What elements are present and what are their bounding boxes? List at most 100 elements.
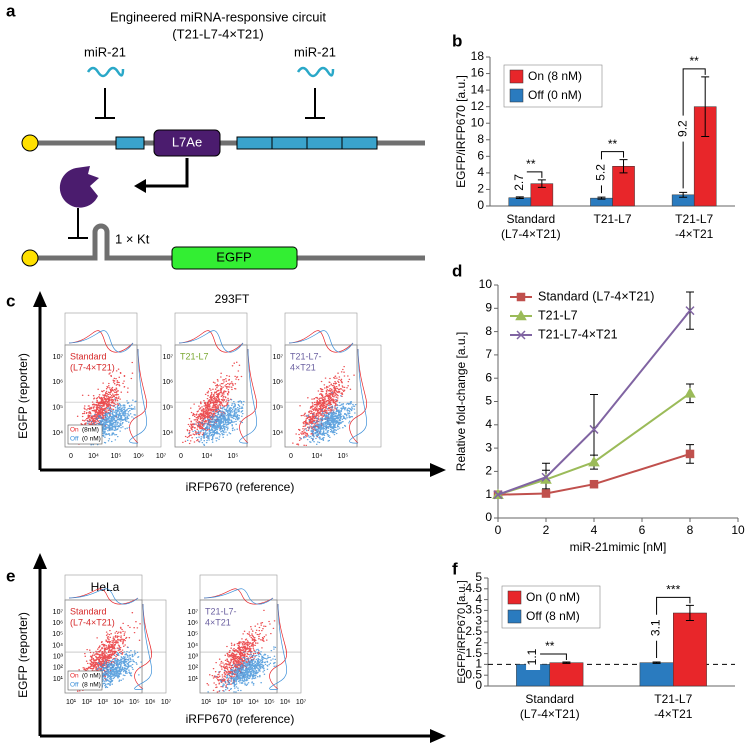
x-tick-label: 10⁷ [296,699,307,706]
x-tick-label: -4×T21 [654,707,693,721]
x-axis-label: iRFP670 (reference) [186,712,295,726]
fold-label: 5.2 [594,164,608,181]
arrowhead [430,463,446,477]
fold-label: 2.7 [512,174,526,191]
legend-label: On [70,673,79,680]
y-tick-label: 10 [479,277,493,291]
x-tick-label: 4 [591,523,598,537]
reporter-label: EGFP [216,249,251,264]
panel-label: f [452,559,458,578]
series-line [497,452,691,496]
x-tick-label: 10⁴ [248,699,259,706]
x-tick-label: 10⁴ [88,453,99,460]
y-tick-label: 2.5 [465,624,482,638]
y-tick-label: 10² [188,665,199,672]
y-tick-label: 10³ [53,654,64,661]
fold-label-bg [676,115,691,142]
x-tick-label: 10² [217,699,228,706]
target-site [271,136,308,150]
y-tick-label: 8 [477,132,484,146]
y-tick-label: 12 [471,99,485,113]
y-tick-label: 3 [485,440,492,454]
flow-plot: T21-L7 10⁴ 10⁵ 10⁶ 10⁷ 0 10⁴ 10⁵ [162,312,272,460]
y-tick-label: 10⁴ [187,642,198,649]
y-tick-label: 7 [485,347,492,361]
error-bar [562,661,571,664]
protein-label: L7Ae [172,134,202,149]
legend-label: Off (0 nM) [528,88,582,102]
y-tick-label: 2 [477,182,484,196]
histogram [178,330,244,353]
x-tick-label: (L7-4×T21) [520,707,580,721]
x-tick-label: 10³ [233,699,244,706]
histogram [203,588,274,605]
histogram [134,603,152,690]
y-tick-label: 10⁴ [272,430,283,437]
error-bar [597,196,606,200]
legend-box [67,670,103,691]
x-tick-label: Standard [506,212,555,226]
error-bar [679,191,688,198]
y-tick-label: 16 [471,66,485,80]
x-tick-label: 0 [179,453,183,460]
y-tick-label: 1 [475,657,482,671]
y-tick-label: 10⁵ [162,405,173,412]
marker [541,489,551,498]
marker [685,449,695,459]
marker [588,456,600,467]
series-line [497,392,691,496]
target-site [115,136,145,150]
x-tick-label: 10⁶ [145,699,156,706]
legend-label: Off [70,682,79,689]
legend-label: On [70,427,79,434]
y-axis-label: EGFP/iRFP670 [a.u.] [454,75,468,188]
error-bar [685,604,694,622]
error-bar [701,76,710,137]
x-tick-label: 10⁶ [280,699,291,706]
marker [541,472,551,482]
x-tick-label: 10² [82,699,93,706]
flow-plot: T21-L7-4×T21 10⁴ 10⁵ 10⁶ 10⁷ 0 10⁴ 10⁵ [272,312,382,460]
y-tick-label: 10⁶ [52,620,63,627]
x-tick-label: T21-L7 [654,692,692,706]
significance: ** [608,137,618,151]
histogram [68,330,134,353]
y-tick-label: 9 [485,300,492,314]
arrowhead [134,179,146,193]
x-axis-label: miR-21mimic [nM] [570,540,667,554]
mirna-wave [86,66,125,78]
y-tick-label: 3.5 [465,603,482,617]
histogram [203,588,274,605]
flow-title: HeLa [91,580,120,594]
legend-label: Off (8 nM) [526,609,580,623]
diagram-title: Engineered miRNA-responsive circuit [110,9,326,24]
y-axis-label: Relative fold-change [a.u.] [454,332,468,471]
plot-label: 4×T21 [205,617,231,627]
panel-label: b [452,31,462,50]
x-tick-label: 10⁵ [111,453,122,460]
histogram [129,348,147,444]
y-tick-label: 10⁷ [53,609,64,616]
y-tick-label: 5 [475,570,482,584]
y-tick-label: 10⁴ [52,430,63,437]
arrowhead [33,553,47,569]
y-tick-label: 2 [475,635,482,649]
y-tick-label: 14 [471,82,485,96]
legend-label: Standard (L7-4×T21) [538,289,654,303]
arrowhead [430,729,446,743]
plot-label: (L7-4×T21) [70,617,115,627]
significance: ** [526,157,536,171]
y-tick-label: 3 [475,613,482,627]
x-axis-label: iRFP670 (reference) [186,480,295,494]
legend-label: T21-L7-4×T21 [538,327,618,341]
y-tick-label: 0 [475,678,482,692]
plot-label: (L7-4×T21) [70,362,115,372]
cell-cloud [206,609,276,693]
egfp-box [171,246,298,270]
marker [589,424,599,434]
error-bar [537,179,546,188]
legend-swatch [509,69,524,84]
legend-note: (0 nM) [82,436,101,443]
y-tick-label: 10⁴ [162,430,173,437]
inhibition [95,88,115,119]
